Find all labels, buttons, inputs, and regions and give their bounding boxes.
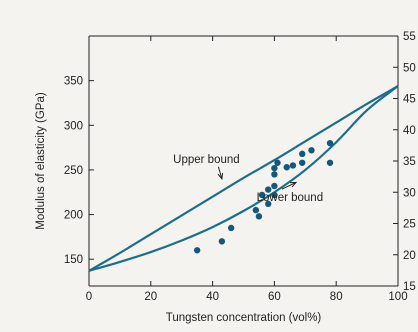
x-tick-label: 100 (388, 291, 407, 303)
data-point (255, 213, 263, 220)
data-point (271, 191, 278, 199)
y-left-tick-label: 250 (64, 165, 83, 177)
annotation-arrowhead (290, 181, 298, 188)
upper-bound-curve (88, 85, 399, 272)
data-point (326, 139, 334, 147)
lower-bound-curve (88, 85, 399, 272)
data-points (193, 139, 334, 254)
x-tick-label: 60 (268, 291, 281, 303)
data-point (271, 164, 278, 172)
y-axis-label: Modulus of elasticity (GPa) (35, 92, 47, 230)
y-left-tick-label: 150 (64, 254, 83, 266)
y-right-tick-label: 25 (403, 219, 416, 231)
annotation-label: Upper bound (173, 154, 240, 166)
y-left-tick-label: 300 (64, 120, 83, 132)
data-point (265, 186, 272, 193)
x-tick-label: 20 (144, 291, 157, 303)
data-point (218, 238, 226, 245)
y-right-tick-label: 45 (403, 94, 416, 106)
data-point (271, 182, 278, 190)
data-point (326, 159, 334, 166)
y-left-tick-label: 200 (64, 210, 83, 222)
data-point (289, 162, 297, 169)
data-point (299, 159, 306, 166)
y-right-tick-label: 15 (403, 281, 416, 293)
data-point (252, 206, 260, 214)
y-right-tick-label: 35 (403, 156, 416, 168)
annotation-label: Lower bound (257, 192, 324, 204)
data-point (274, 159, 281, 166)
data-point (258, 191, 266, 199)
data-point (308, 147, 315, 154)
x-tick-label: 0 (86, 291, 92, 303)
y-right-tick-label: 55 (403, 31, 416, 43)
annotation-arrow (281, 181, 297, 190)
data-point (265, 200, 272, 208)
data-point (227, 224, 235, 232)
annotations: Upper bound Lower bound (173, 154, 323, 204)
y-right-tick-label: 20 (403, 250, 416, 262)
data-point (299, 150, 306, 158)
x-tick-label: 80 (330, 291, 343, 303)
plot-frame (88, 35, 399, 287)
y-right-tick-label: 50 (403, 62, 416, 74)
y-right-tick-label: 40 (403, 125, 416, 137)
axis-ticks: 0 20 40 60 80 100 150 200 250 300 350 15 20 25 30 35 40 4… (64, 31, 416, 303)
bound-curves (88, 85, 399, 272)
x-axis-label: Tungsten concentration (vol%) (166, 312, 322, 324)
y-left-tick-label: 350 (64, 76, 83, 88)
annotation-arrowhead (217, 172, 224, 181)
data-point (271, 171, 278, 178)
data-point (193, 247, 201, 254)
x-tick-label: 40 (206, 291, 219, 303)
data-point (283, 164, 290, 171)
y-right-tick-label: 30 (403, 187, 416, 199)
annotation-arrow (217, 166, 223, 179)
